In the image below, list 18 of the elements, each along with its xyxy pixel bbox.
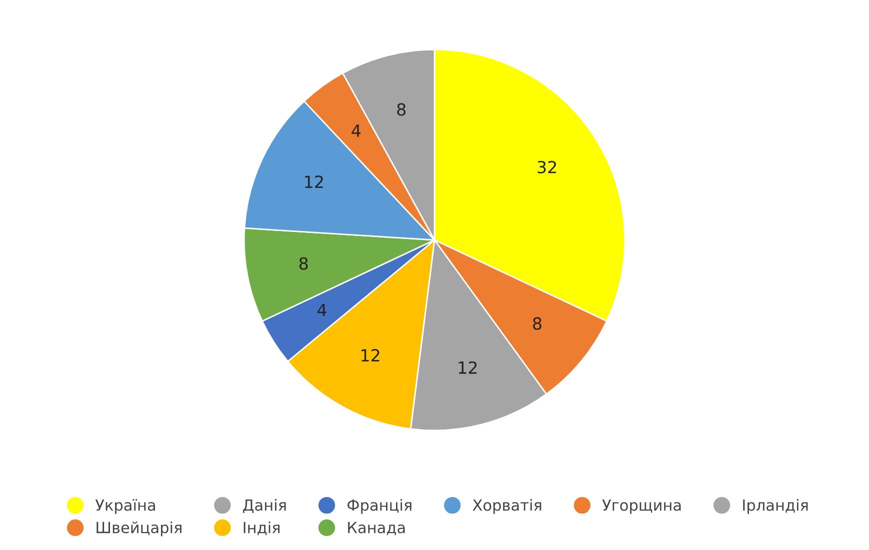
legend-label: Хорватія (472, 499, 542, 514)
data-label: 4 (352, 124, 361, 137)
data-label: 4 (317, 304, 326, 316)
legend-label: Швейцарія (96, 521, 182, 536)
legend-label: Угорщина (602, 500, 681, 514)
data-label: 8 (533, 317, 542, 330)
data-label: 32 (538, 160, 556, 174)
data-label: 12 (362, 349, 380, 362)
legend-label: Данія (243, 499, 286, 514)
legend-label: Канада (348, 522, 405, 536)
data-label: 8 (299, 257, 308, 270)
legend-label: Україна (95, 499, 155, 514)
data-label: 8 (397, 103, 406, 116)
data-label: 12 (458, 361, 477, 374)
legend-label: Ірландія (743, 499, 808, 514)
legend-label: Франція (348, 499, 412, 514)
data-label: 12 (305, 175, 323, 188)
legend-label: Індія (244, 521, 280, 536)
